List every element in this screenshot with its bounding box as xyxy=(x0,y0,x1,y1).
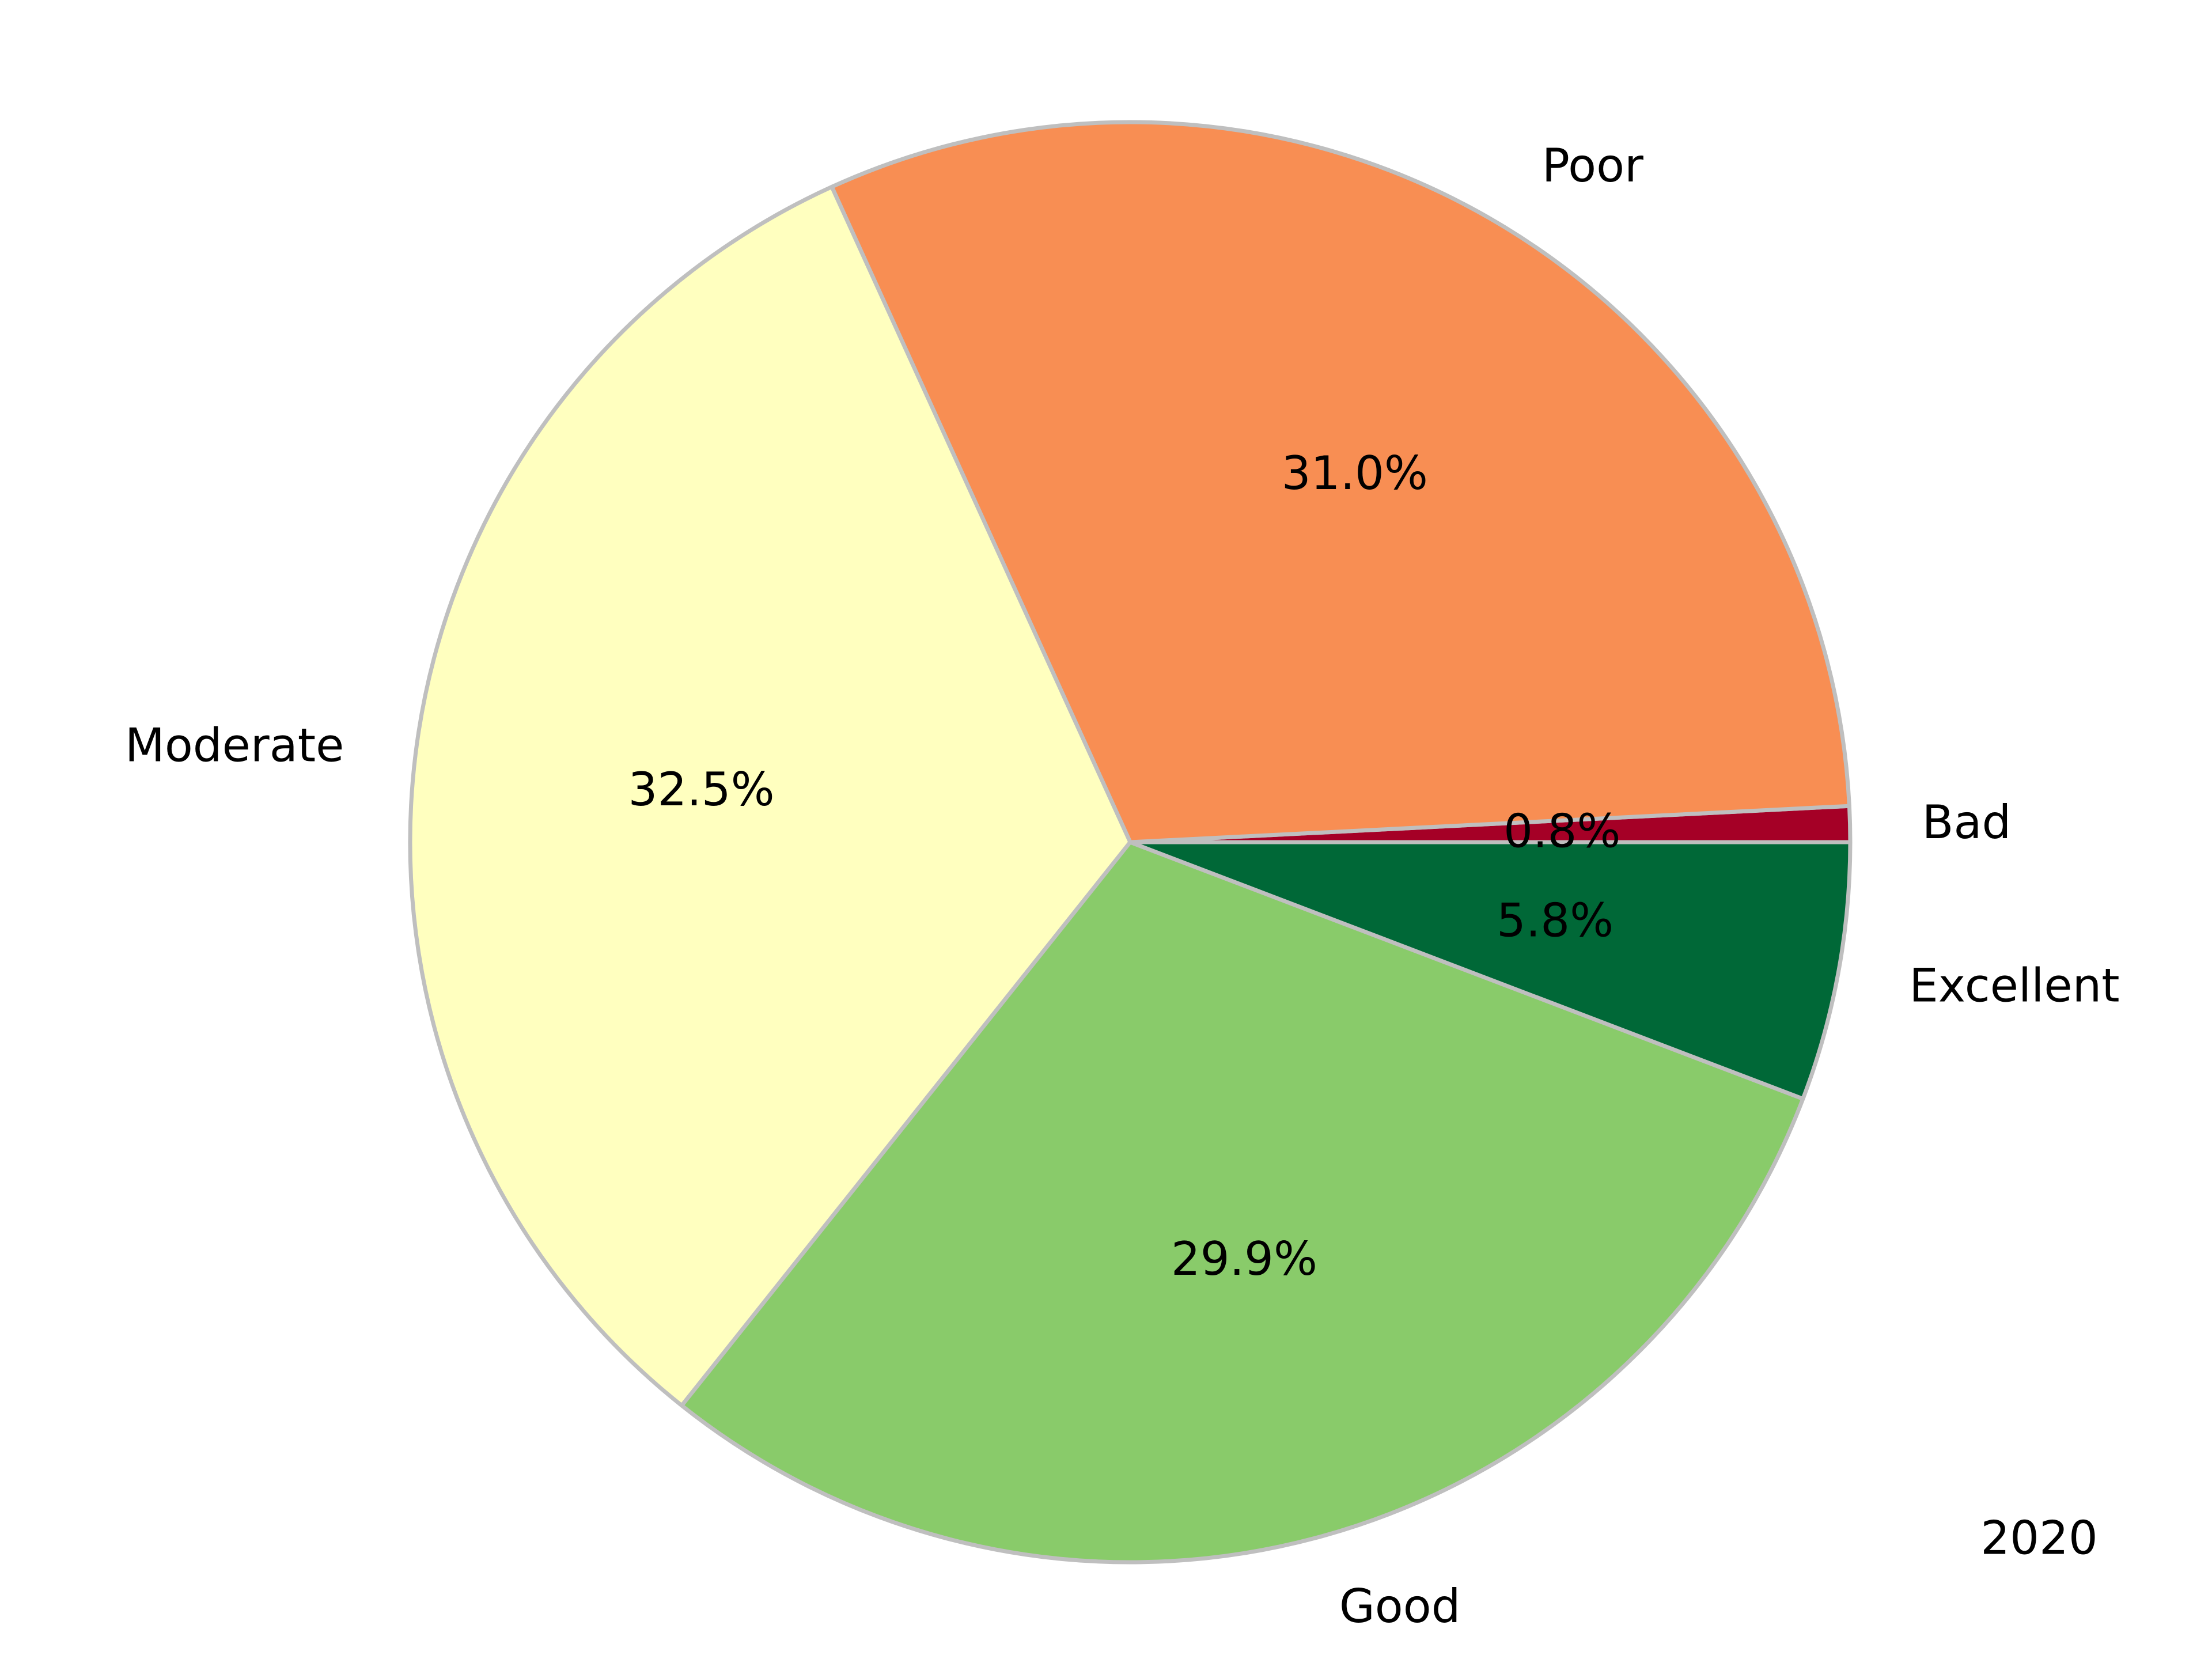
category-labels: Bad Poor Moderate Good Excellent xyxy=(125,139,2120,1633)
category-label-excellent: Excellent xyxy=(1909,959,2119,1013)
category-label-moderate: Moderate xyxy=(125,718,344,772)
category-label-good: Good xyxy=(1339,1580,1461,1633)
category-label-bad: Bad xyxy=(1922,796,2012,849)
percentage-labels: 0.8% 31.0% 32.5% 29.9% 5.8% xyxy=(628,446,1621,1286)
pct-label-poor: 31.0% xyxy=(1282,446,1428,500)
slice-good xyxy=(680,840,1805,1565)
pct-label-excellent: 5.8% xyxy=(1497,893,1613,947)
pie-slices xyxy=(408,120,1853,1565)
pct-label-bad: 0.8% xyxy=(1503,805,1620,858)
slice-poor xyxy=(830,120,1851,844)
pct-label-moderate: 32.5% xyxy=(628,763,775,816)
slice-excellent xyxy=(1128,840,1853,1101)
category-label-poor: Poor xyxy=(1542,139,1643,192)
year-annotation: 2020 xyxy=(1980,1512,2098,1565)
pct-label-good: 29.9% xyxy=(1171,1232,1317,1286)
slice-moderate xyxy=(408,184,1132,1408)
